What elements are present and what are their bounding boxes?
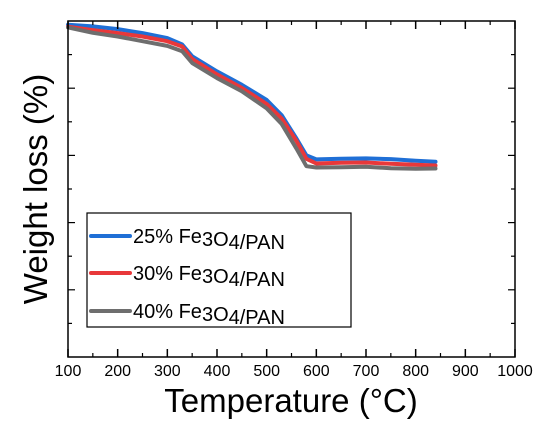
legend: 25% Fe3O4/PAN 30% Fe3O4/PAN 40% Fe3O4/PAN (86, 212, 352, 329)
legend-label-2: 30% Fe3O4/PAN (133, 263, 285, 291)
x-tick-label: 700 (353, 363, 380, 380)
ticks-layer: 100 200 300 400 500 600 700 800 900 1000 (55, 21, 533, 380)
x-tick-label: 800 (402, 363, 429, 380)
x-tick-label: 600 (303, 363, 330, 380)
legend-label-1: 25% Fe3O4/PAN (133, 226, 285, 254)
legend-label-3: 40% Fe3O4/PAN (133, 301, 285, 329)
x-tick-label: 200 (104, 363, 131, 380)
y-axis-title: Weight loss (%) (17, 74, 54, 304)
x-tick-label: 500 (253, 363, 280, 380)
x-tick-label: 400 (204, 363, 231, 380)
x-tick-label: 900 (452, 363, 479, 380)
x-tick-label: 1000 (497, 363, 533, 380)
series-line-2 (66, 24, 438, 168)
x-tick-label: 100 (55, 363, 82, 380)
x-axis-title: Temperature (°C) (164, 382, 417, 419)
series-line-3 (66, 25, 438, 171)
x-tick-label: 300 (154, 363, 181, 380)
series-layer (66, 22, 438, 171)
legend-box (86, 212, 352, 328)
series-line-1 (66, 22, 438, 164)
